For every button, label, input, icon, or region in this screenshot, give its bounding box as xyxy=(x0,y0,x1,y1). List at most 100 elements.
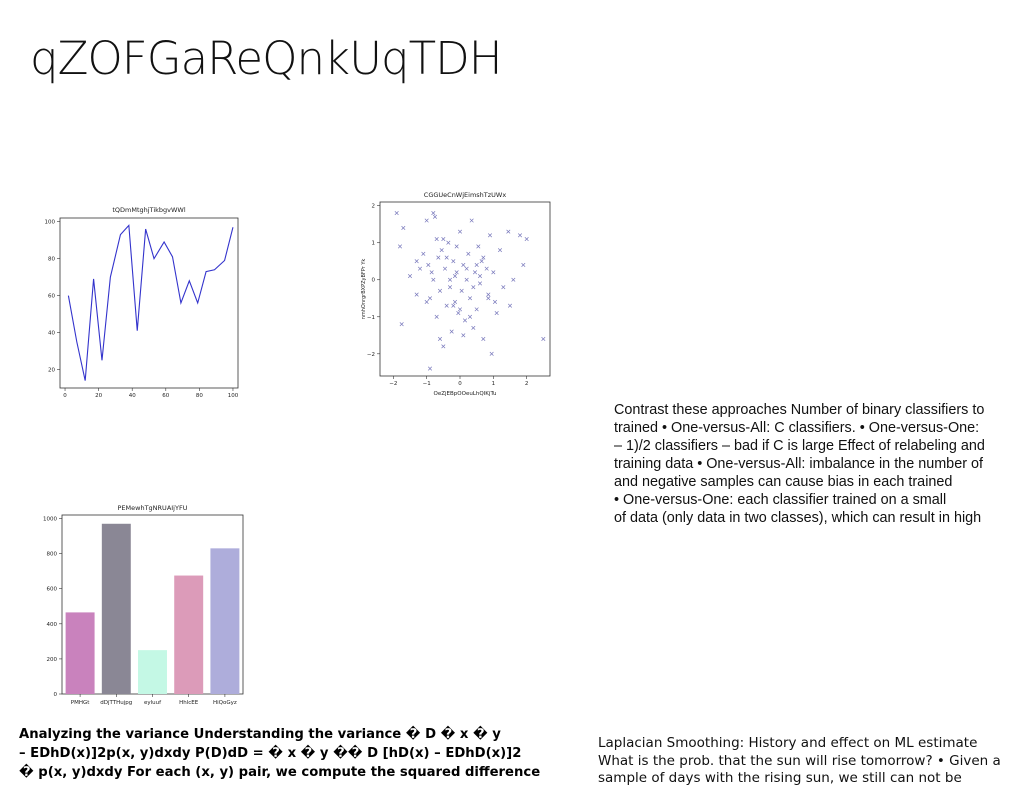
x-axis-label: OeZjEBpOOeuLhQIKjTu xyxy=(434,391,497,397)
scatter-point xyxy=(437,288,443,293)
chart-title: tQDmMtghjTikbgvWWl xyxy=(112,206,186,214)
bar xyxy=(174,575,204,694)
scatter-point xyxy=(431,277,436,282)
scatter-point xyxy=(476,244,481,249)
scatter-point xyxy=(454,244,459,249)
scatter-point xyxy=(427,296,433,301)
text-line: trained • One-versus-All: C classifiers.… xyxy=(614,420,980,436)
y-tick-label: 20 xyxy=(48,368,55,374)
variance-text-block: Analyzing the variance Understanding the… xyxy=(19,725,599,782)
x-tick-label: 2 xyxy=(525,381,529,387)
text-line: – 1)/2 classifiers – bad if C is large E… xyxy=(614,438,985,454)
x-tick-label: HiQoGyz xyxy=(213,700,237,706)
scatter-point xyxy=(407,273,413,279)
x-tick-label: 20 xyxy=(95,393,102,399)
x-tick-label: dDjTTHujpg xyxy=(100,700,132,706)
scatter-point xyxy=(426,262,431,267)
text-line: What is the prob. that the sun will rise… xyxy=(598,752,1001,769)
scatter-point xyxy=(474,262,479,267)
x-tick-label: PMHGt xyxy=(71,700,90,706)
scatter-chart-svg: CGGUeCnWjEimshTzUWx −2 −1 0 1 2 −2 −1 0 1 2 OeZjEBp… xyxy=(361,191,551,397)
scatter-point xyxy=(447,277,453,282)
scatter-point xyxy=(446,240,451,245)
text-line: and negative samples can cause bias in e… xyxy=(614,474,953,490)
scatter-point xyxy=(452,273,458,279)
scatter-point xyxy=(521,262,526,267)
scatter-point xyxy=(477,281,483,286)
scatter-point xyxy=(442,266,448,271)
scatter-point xyxy=(506,229,511,234)
y-tick-label: −2 xyxy=(367,352,375,358)
slide-title: qZOFGaReQnkUqTDH xyxy=(30,32,503,85)
scatter-point xyxy=(467,296,473,301)
series-line xyxy=(67,224,234,381)
scatter-point xyxy=(462,318,468,323)
x-tick-label: eyluuf xyxy=(144,700,162,706)
scatter-point xyxy=(447,285,453,290)
bar-chart: PEMewhTgNRUAIjYFU 0 200 400 600 800 1000 PMHGt d… xyxy=(36,500,248,712)
plot-frame xyxy=(379,201,551,377)
scatter-point xyxy=(469,218,474,223)
text-line: – EDhD(x)]2p(x, y)dxdy P(D)dD = � x � y … xyxy=(19,746,522,761)
text-line: training data • One-versus-All: imbalanc… xyxy=(614,456,983,472)
scatter-point xyxy=(456,311,461,316)
scatter-point xyxy=(487,233,493,238)
scatter-point xyxy=(457,307,463,312)
y-tick-label: 1 xyxy=(372,241,376,247)
scatter-point xyxy=(444,255,449,260)
bar xyxy=(101,523,131,694)
scatter-point xyxy=(427,366,433,371)
scatter-point xyxy=(461,262,466,267)
scatter-point xyxy=(421,251,426,256)
scatter-point xyxy=(486,292,491,297)
scatter-point xyxy=(466,251,471,256)
x-tick-label: −2 xyxy=(389,381,397,387)
scatter-point xyxy=(511,277,516,282)
scatter-point xyxy=(481,336,486,342)
scatter-point xyxy=(507,303,513,308)
y-axis-label: nmhOnrgrBXPZyBFPr Yk xyxy=(361,259,367,320)
scatter-point xyxy=(494,311,499,316)
x-tick-label: 1 xyxy=(492,381,496,387)
y-tick-label: 2 xyxy=(372,204,376,210)
y-tick-label: 0 xyxy=(54,692,58,698)
scatter-point xyxy=(434,314,439,319)
y-tick-label: 800 xyxy=(47,552,58,558)
bar xyxy=(210,548,240,694)
scatter-point xyxy=(492,299,498,305)
y-tick-label: 80 xyxy=(48,257,55,263)
y-tick-label: 200 xyxy=(47,657,58,663)
line-chart: tQDmMtghjTikbgvWWl 0 20 40 60 80 100 20 40 60 80 10… xyxy=(40,200,250,400)
scatter-point xyxy=(417,266,423,271)
scatter-point xyxy=(431,211,436,216)
bar xyxy=(65,612,95,694)
scatter-point xyxy=(434,236,439,242)
x-tick-label: 0 xyxy=(458,381,462,387)
scatter-point xyxy=(464,277,469,282)
x-tick-label: 0 xyxy=(63,393,67,399)
y-tick-label: 600 xyxy=(47,587,58,593)
classifier-text-block: Contrast these approaches Number of bina… xyxy=(614,401,1024,527)
y-tick-label: 1000 xyxy=(43,517,57,523)
scatter-point xyxy=(441,236,446,242)
x-tick-label: 80 xyxy=(196,393,203,399)
scatter-point xyxy=(497,248,503,253)
scatter-point xyxy=(449,329,454,334)
bar-chart-svg: PEMewhTgNRUAIjYFU 0 200 400 600 800 1000 PMHGt d… xyxy=(43,504,244,706)
text-line: of data (only data in two classes), whic… xyxy=(614,510,982,526)
y-tick-label: 60 xyxy=(48,294,55,300)
scatter-point xyxy=(457,229,463,234)
scatter-point xyxy=(444,303,449,308)
scatter-point xyxy=(524,236,529,242)
scatter-point xyxy=(491,270,496,275)
scatter-point xyxy=(459,288,464,293)
scatter-point xyxy=(399,322,404,327)
x-tick-label: 60 xyxy=(162,393,169,399)
laplacian-text-block: Laplacian Smoothing: History and effect … xyxy=(598,735,1024,788)
scatter-point xyxy=(484,266,489,271)
x-tick-label: 100 xyxy=(228,393,239,399)
scatter-point xyxy=(477,273,483,279)
x-tick-label: 40 xyxy=(129,393,136,399)
text-line: • One-versus-One: each classifier traine… xyxy=(614,492,947,508)
scatter-chart: CGGUeCnWjEimshTzUWx −2 −1 0 1 2 −2 −1 0 1 2 OeZjEBp… xyxy=(356,186,556,398)
